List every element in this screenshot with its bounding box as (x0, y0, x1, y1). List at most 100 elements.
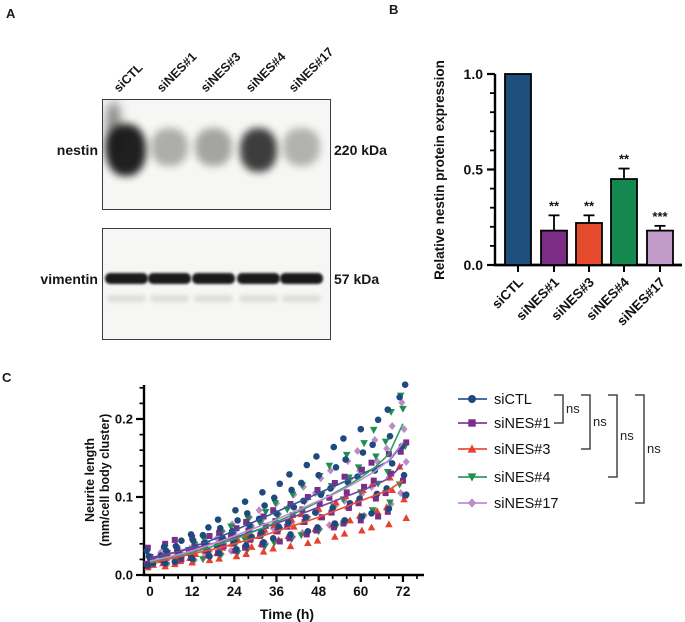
scatter-point-siNES#3 (259, 547, 268, 555)
scatter-point-siCTL (143, 547, 150, 555)
scatter-point-siNES#17 (383, 444, 391, 453)
bar-siNES#3 (575, 222, 603, 266)
scatter-point-siCTL (384, 406, 392, 413)
scatter-point-siNES#3 (247, 543, 256, 550)
scatter-series-siNES#4 (142, 392, 409, 572)
mean-line-siNES#17 (149, 441, 404, 562)
scatter-point-siNES#3 (340, 529, 349, 537)
scatter-point-siCTL (329, 504, 336, 512)
scatter-point-siCTL (340, 435, 347, 442)
scatter-point-siCTL (314, 524, 321, 531)
nestin-band (240, 128, 277, 172)
scatter-point-siCTL (161, 560, 169, 567)
vimentin-echo-band (150, 295, 189, 302)
scatter-point-siNES#3 (188, 558, 196, 566)
scatter-point-siNES#3 (400, 495, 408, 503)
scatter-point-siNES#17 (255, 506, 263, 515)
scatter-point-siNES#17 (402, 457, 410, 466)
scatter-point-siCTL (269, 535, 277, 542)
bar-siNES#17 (646, 229, 674, 266)
scatter-point-siNES#1 (216, 529, 223, 536)
scatter-point-siNES#1 (341, 473, 348, 480)
scatter-point-siCTL (171, 558, 179, 566)
scatter-point-siNES#3 (313, 536, 322, 544)
mean-line-siNES#4 (149, 423, 404, 563)
lane-label-text: siNES#17 (286, 44, 337, 95)
scatter-point-siNES#4 (369, 426, 378, 434)
scatter-point-siNES#17 (398, 398, 406, 407)
scatter-point-siCTL (400, 471, 408, 479)
scatter-point-siNES#3 (346, 516, 354, 524)
legend-item-siNES#3: siNES#3 (458, 442, 550, 458)
legend-marker-circle (468, 395, 476, 403)
significance-stars: ** (584, 198, 595, 213)
c-y-tick-label: 0.2 (115, 412, 133, 427)
scatter-point-siNES#1 (284, 523, 291, 530)
scatter-point-siCTL (242, 542, 250, 549)
b-y-tick-label: 0.0 (464, 257, 484, 273)
scatter-point-siNES#1 (372, 495, 379, 502)
scatter-chart: 0.0 0.1 0.2 0 12 24 36 48 60 72 Time (h) Neurite le… (83, 381, 425, 622)
scatter-legend: siCTLsiNES#1siNES#3siNES#4siNES#17nsnsns… (458, 392, 661, 512)
scatter-point-siCTL (243, 510, 251, 517)
vimentin-band (148, 273, 191, 284)
scatter-point-siNES#1 (340, 520, 347, 527)
scatter-point-siCTL (388, 460, 396, 467)
scatter-point-siCTL (261, 502, 268, 509)
scatter-point-siNES#1 (326, 494, 333, 501)
comparison-bracket-siNES#4 (608, 394, 618, 478)
scatter-point-siNES#1 (331, 479, 338, 486)
scatter-point-siNES#3 (358, 526, 366, 534)
c-x-tick-label: 12 (185, 584, 200, 599)
bar-siNES#1 (540, 229, 568, 266)
c-x-tick-label: 48 (311, 584, 327, 599)
nestin-mw-label: 220 kDa (334, 142, 387, 158)
scatter-point-siCTL (342, 456, 349, 463)
scatter-point-siNES#1 (357, 517, 364, 524)
scatter-point-siNES#1 (262, 522, 269, 529)
scatter-point-siNES#1 (330, 524, 337, 531)
bar-chart: 0.00.51.0siCTL**siNES#1**siNES#3**siNES#… (432, 60, 682, 329)
scatter-point-siCTL (178, 537, 185, 544)
vimentin-blot-image (102, 228, 331, 340)
scatter-point-siCTL (275, 523, 282, 530)
scatter-point-siNES#1 (355, 500, 362, 507)
scatter-point-siNES#1 (388, 470, 395, 477)
scatter-point-siNES#17 (325, 521, 333, 530)
b-y-tick-label: 0.5 (464, 162, 484, 178)
scatter-point-siCTL (205, 524, 212, 531)
scatter-point-siCTL (233, 545, 240, 553)
scatter-point-siCTL (241, 498, 249, 505)
vimentin-echo-band (282, 295, 321, 302)
scatter-point-siCTL (276, 480, 284, 488)
mean-line-siCTL (149, 443, 404, 561)
scatter-point-siCTL (304, 528, 312, 535)
scatter-point-siNES#1 (313, 527, 320, 534)
scatter-point-siNES#1 (257, 532, 264, 539)
scatter-point-siCTL (172, 542, 180, 550)
scatter-point-siCTL (332, 464, 340, 471)
scatter-point-siNES#4 (227, 523, 235, 531)
c-y-tick-label: 0.1 (115, 490, 133, 505)
scatter-point-siCTL (315, 471, 322, 479)
scatter-point-siNES#1 (384, 508, 391, 515)
scatter-point-siNES#3 (242, 550, 250, 557)
scatter-point-siNES#3 (205, 556, 214, 564)
c-x-axis-title: Time (h) (260, 606, 314, 622)
scatter-point-siNES#17 (400, 425, 408, 434)
nestin-band (283, 128, 320, 166)
scatter-point-siCTL (396, 393, 403, 401)
scatter-point-siCTL (270, 494, 278, 502)
lane-label-text: siCTL (111, 60, 146, 95)
c-y-tick-label: 0.0 (115, 568, 133, 583)
c-y-axis-title: Neurite length(mm/cell body cluster) (83, 414, 112, 547)
scatter-point-siNES#4 (261, 508, 270, 516)
mean-line-siNES#3 (149, 479, 404, 564)
panel-b-label: B (389, 2, 399, 17)
scatter-point-siCTL (303, 461, 311, 469)
scatter-point-siCTL (215, 549, 223, 557)
scatter-point-siNES#1 (375, 513, 382, 520)
vimentin-mw-label: 57 kDa (334, 271, 380, 287)
significance-stars: *** (652, 209, 668, 224)
scatter-point-siNES#1 (343, 489, 350, 496)
